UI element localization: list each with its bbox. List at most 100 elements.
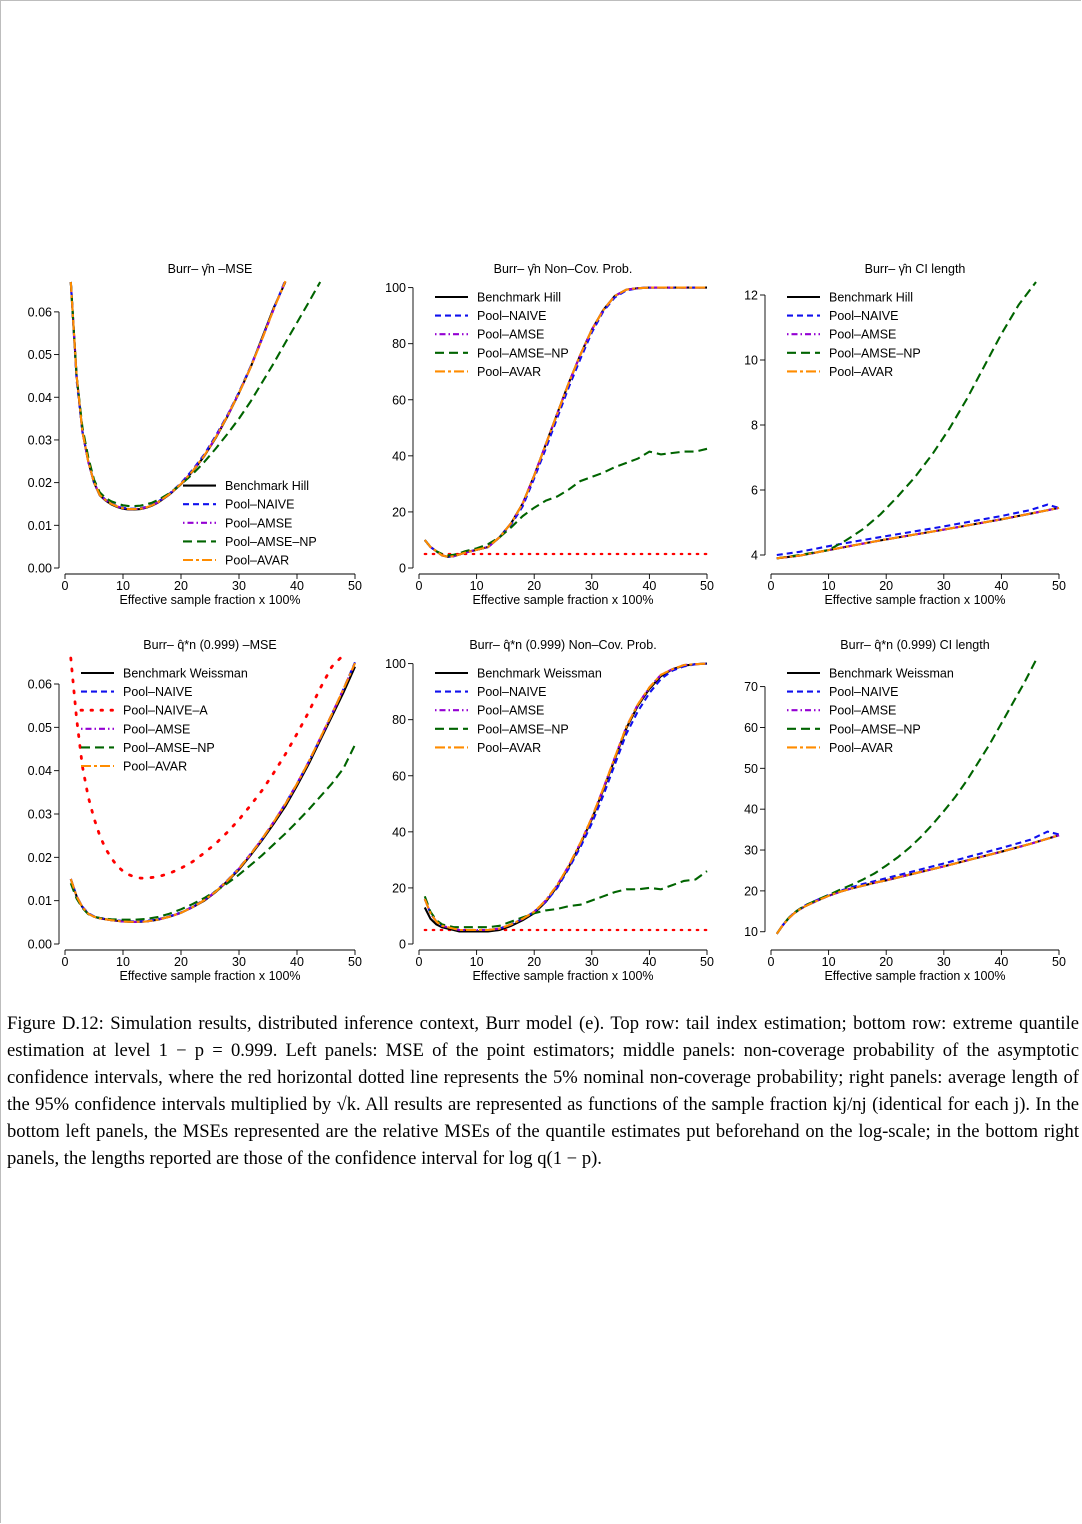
y-tick-label: 4 <box>751 549 758 563</box>
series-line-5 <box>775 834 1060 935</box>
chart-legend: Benchmark Hill Pool–NAIVE Pool–AMSE Pool–AM… <box>787 291 921 379</box>
series-line-2 <box>775 830 1060 935</box>
x-tick-label: 20 <box>527 955 541 969</box>
legend-label: Pool–AMSE <box>477 704 544 718</box>
y-tick-label: 100 <box>385 281 406 295</box>
legend-label: Pool–AMSE <box>123 722 190 736</box>
x-tick-label: 30 <box>937 579 951 593</box>
legend-label: Pool–AMSE <box>477 328 544 342</box>
legend-label: Pool–AVAR <box>225 554 289 568</box>
legend-label: Pool–NAIVE <box>829 309 898 323</box>
y-tick-label: 0.00 <box>28 562 52 576</box>
series-line-3 <box>423 662 708 932</box>
legend-label: Benchmark Weissman <box>123 667 248 681</box>
series-line-4 <box>423 870 708 929</box>
x-axis-label: Effective sample fraction x 100% <box>472 593 653 607</box>
x-tick-label: 0 <box>768 955 775 969</box>
x-tick-label: 20 <box>174 955 188 969</box>
y-tick-label: 60 <box>744 721 758 735</box>
y-tick-label: 10 <box>744 354 758 368</box>
x-tick-label: 40 <box>642 579 656 593</box>
figure-caption: Figure D.12: Simulation results, distrib… <box>7 1010 1079 1172</box>
x-tick-label: 0 <box>62 579 69 593</box>
y-tick-label: 50 <box>744 762 758 776</box>
legend-label: Pool–NAIVE–A <box>123 704 208 718</box>
legend-label: Pool–NAIVE <box>123 685 192 699</box>
caption-line-5: length of the 95% confidence intervals m… <box>7 1067 1079 1115</box>
x-axis-label: Effective sample fraction x 100% <box>119 969 300 983</box>
legend-label: Pool–AMSE <box>829 704 896 718</box>
x-tick-label: 40 <box>290 955 304 969</box>
x-tick-label: 30 <box>585 955 599 969</box>
x-tick-label: 40 <box>994 955 1008 969</box>
y-tick-label: 10 <box>744 925 758 939</box>
series-line-5 <box>423 662 708 932</box>
x-tick-label: 50 <box>1052 955 1066 969</box>
x-tick-label: 10 <box>116 955 130 969</box>
x-axis-label: Effective sample fraction x 100% <box>824 593 1005 607</box>
x-tick-label: 0 <box>416 955 423 969</box>
legend-label: Pool–AMSE–NP <box>829 722 921 736</box>
series-line-4 <box>69 662 356 923</box>
y-tick-label: 60 <box>392 393 406 407</box>
y-tick-label: 0 <box>399 938 406 952</box>
legend-label: Pool–AMSE <box>225 516 292 530</box>
y-tick-label: 0 <box>399 562 406 576</box>
legend-label: Pool–NAIVE <box>477 685 546 699</box>
x-tick-label: 50 <box>348 579 362 593</box>
y-tick-label: 12 <box>744 289 758 303</box>
x-tick-label: 20 <box>527 579 541 593</box>
chart-panel-6: Burr– q̂*n (0.999) CI length 0 10 20 30 40 50 1… <box>744 638 1066 983</box>
series-line-1 <box>423 662 708 933</box>
chart-panel-1: Burr– γ̂n –MSE 0 10 20 30 40 50 0.00 0.01 0.02 0.0… <box>28 262 362 607</box>
y-tick-label: 20 <box>392 505 406 519</box>
series-line-2 <box>69 661 356 923</box>
x-tick-label: 30 <box>232 579 246 593</box>
y-tick-label: 40 <box>744 803 758 817</box>
series-line-2 <box>776 503 1060 557</box>
series-line-1 <box>775 834 1060 935</box>
series-line-1 <box>423 286 707 558</box>
y-tick-label: 6 <box>751 484 758 498</box>
legend-label: Benchmark Weissman <box>477 667 602 681</box>
series-line-2 <box>423 286 707 558</box>
legend-label: Benchmark Hill <box>829 291 913 305</box>
x-tick-label: 10 <box>470 579 484 593</box>
chart-panel-2: Burr– γ̂n Non–Cov. Prob. 0 10 20 30 40 50 0 20 40… <box>385 262 714 607</box>
y-tick-label: 0.03 <box>28 808 52 822</box>
chart-legend: Benchmark Hill Pool–NAIVE Pool–AMSE Pool–AM… <box>183 479 317 568</box>
x-tick-label: 0 <box>62 955 69 969</box>
series-line-5 <box>423 286 707 558</box>
chart-legend: Benchmark Hill Pool–NAIVE Pool–AMSE Pool–AM… <box>435 291 569 379</box>
y-tick-label: 20 <box>744 884 758 898</box>
x-tick-label: 50 <box>348 955 362 969</box>
caption-line-3: point estimators; middle panels: non-cov… <box>7 1040 1079 1088</box>
chart-legend: Benchmark Weissman Pool–NAIVE Pool–AMSE Poo… <box>435 667 602 755</box>
x-tick-label: 0 <box>768 579 775 593</box>
chart-title: Burr– q̂*n (0.999) Non–Cov. Prob. <box>469 638 656 652</box>
series-line-3 <box>69 280 287 511</box>
caption-line-4: the red horizontal dotted line represent… <box>219 1067 1006 1088</box>
x-axis-label: Effective sample fraction x 100% <box>824 969 1005 983</box>
series-line-2 <box>423 662 708 932</box>
legend-label: Benchmark Hill <box>477 291 561 305</box>
y-tick-label: 0.06 <box>28 678 52 692</box>
x-tick-label: 10 <box>470 955 484 969</box>
legend-label: Pool–AMSE–NP <box>477 722 569 736</box>
chart-legend: Benchmark Weissman Pool–NAIVE Pool–NAIVE–A… <box>79 667 248 774</box>
series-line-3 <box>775 834 1060 935</box>
x-tick-label: 40 <box>642 955 656 969</box>
chart-legend: Benchmark Weissman Pool–NAIVE Pool–AMSE Poo… <box>787 667 954 755</box>
caption-line-7: relative MSEs of the quantile estimates … <box>7 1121 1079 1169</box>
y-tick-label: 0.01 <box>28 894 52 908</box>
x-tick-label: 30 <box>585 579 599 593</box>
x-tick-label: 10 <box>822 955 836 969</box>
series-line-2 <box>69 279 287 510</box>
x-tick-label: 20 <box>879 579 893 593</box>
legend-label: Pool–NAIVE <box>477 309 546 323</box>
legend-label: Pool–AVAR <box>829 365 893 379</box>
series-line-1 <box>69 281 287 511</box>
series-line-4 <box>423 447 708 557</box>
